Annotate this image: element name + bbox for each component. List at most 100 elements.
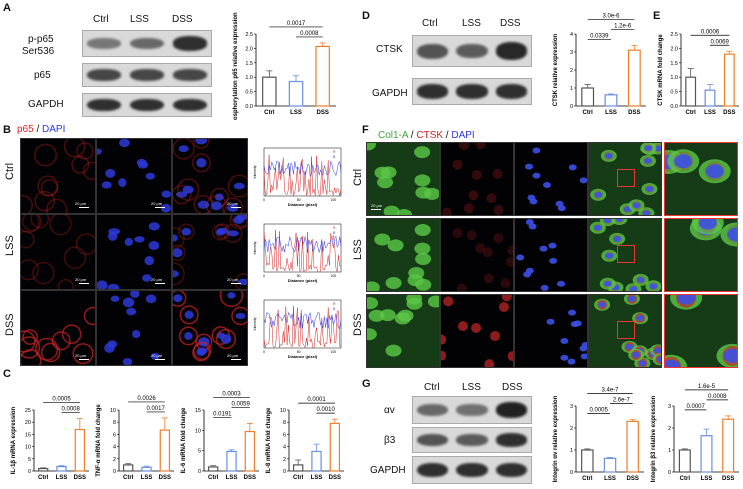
y-tick-label: 5 — [28, 457, 31, 463]
nucleus — [196, 158, 207, 168]
ctsk-signal — [442, 207, 453, 215]
chart-tnfa: 0 2 4 6 8 10 TNF-α mRNA fold change Ctrl LSS DSS 0… — [96, 396, 174, 481]
ctsk-signal — [459, 143, 470, 151]
group-label-ctrl-a: Ctrl — [93, 14, 109, 25]
bar — [56, 466, 67, 472]
nucleus — [560, 354, 569, 361]
nucleus — [525, 219, 534, 226]
nucleus — [173, 270, 179, 278]
ctsk-signal — [463, 203, 474, 214]
y-axis-label: IL-6 mRNA fold change — [181, 407, 187, 473]
micrograph-cells — [367, 295, 439, 367]
ctsk-signal — [492, 168, 503, 179]
scale-bar — [79, 207, 89, 208]
x-tick-label: LSS — [226, 475, 238, 481]
y-tick-label: 15 — [25, 432, 31, 438]
p-value-label: 0.0059 — [231, 401, 250, 407]
nucleus — [603, 219, 612, 224]
panel-label-d: D — [362, 10, 370, 22]
y-tick-label: 5 — [198, 449, 201, 455]
p65-signal — [40, 342, 61, 363]
x-tick-label: Ctrl — [208, 475, 219, 481]
legend-p65: p65 — [17, 124, 34, 135]
y-axis-label: Integrin αv relative expression — [553, 395, 559, 482]
y-tick-label: 0 — [113, 469, 116, 475]
profile-blue — [263, 160, 342, 178]
y-tick-label: 4 — [113, 445, 116, 451]
nucleus — [555, 200, 564, 207]
x-tick-label: Ctrl — [38, 475, 49, 481]
y-axis-label: CTSK mRNA fold change — [658, 34, 664, 106]
row-label-ctrl-b: Ctrl — [4, 162, 16, 180]
legend-ctsk: CTSK — [416, 130, 444, 141]
nucleus — [642, 210, 651, 215]
p-value-label: 0.0001 — [307, 397, 326, 403]
scale-bar — [79, 359, 89, 360]
nucleus — [656, 356, 661, 363]
bar — [315, 45, 330, 107]
p65-signal — [229, 215, 247, 230]
nucleus — [173, 248, 183, 258]
y-tick-label: 2 — [283, 457, 286, 463]
p65-signal — [21, 336, 41, 359]
micrograph-f — [440, 142, 514, 216]
p65-signal — [191, 153, 211, 173]
ctsk-signal — [493, 204, 504, 215]
col1a-cell — [387, 239, 404, 252]
nucleus — [214, 193, 224, 201]
p-value-label: 0.0003 — [222, 391, 241, 397]
y-tick-label: 1.5 — [245, 61, 253, 67]
p65-signal — [21, 230, 35, 249]
x-tick-label: 0 — [263, 350, 265, 354]
x-tick-label: LSS — [141, 475, 153, 481]
micrograph-cells — [546, 309, 587, 365]
blot-band — [129, 69, 165, 81]
micrograph-zoom — [664, 142, 738, 216]
x-tick-label: DSS — [316, 110, 328, 116]
nucleus — [118, 139, 130, 148]
bar — [37, 467, 49, 472]
p-value-label: 0.0006 — [701, 29, 720, 35]
nucleus — [97, 280, 108, 289]
x-tick-label: LSS — [290, 110, 302, 116]
nucleus — [636, 276, 645, 283]
p65-signal — [51, 331, 71, 351]
nucleus — [525, 163, 534, 170]
p65-signal — [173, 184, 192, 205]
y-tick-label: 1.0 — [245, 75, 253, 81]
panel-label-c: C — [3, 368, 11, 380]
x-axis-label: Distance (pixel) — [288, 354, 318, 359]
nucleus — [175, 191, 188, 198]
zoom-inset-box — [617, 245, 635, 263]
panel-label-a: A — [3, 2, 11, 14]
bar — [288, 80, 304, 107]
micrograph-b: 20 μm — [20, 290, 96, 366]
micrograph-cells — [525, 147, 587, 212]
bar — [581, 87, 595, 107]
blot-label-ser536: Ser536 — [22, 46, 55, 57]
bar — [244, 430, 256, 472]
nucleus — [557, 280, 566, 287]
p-value-label: 3.0e-6 — [602, 14, 620, 20]
p65-signal — [30, 215, 50, 229]
y-axis-label: IL-1β mRNA expression — [11, 406, 17, 474]
y-tick-label: 0 — [570, 104, 573, 110]
blot-band — [172, 69, 207, 81]
blot-band — [495, 462, 528, 478]
micrograph-f — [366, 294, 440, 368]
ctsk-signal — [456, 283, 467, 291]
nucleus — [649, 283, 658, 290]
y-tick-label: 0.5 — [670, 90, 678, 96]
p-value-label: 0.0191 — [213, 411, 232, 417]
p65-signal — [230, 215, 247, 228]
blot-band — [456, 43, 488, 59]
micrograph-cells — [21, 215, 95, 289]
nucleus — [237, 278, 247, 286]
blot-band — [129, 98, 165, 112]
bar — [723, 53, 735, 107]
x-tick-label: DSS — [329, 475, 341, 481]
p65-signal — [57, 279, 74, 289]
p65-signal — [22, 329, 38, 345]
group-label-dss-g: DSS — [502, 382, 523, 393]
micrograph-cells — [516, 219, 566, 291]
